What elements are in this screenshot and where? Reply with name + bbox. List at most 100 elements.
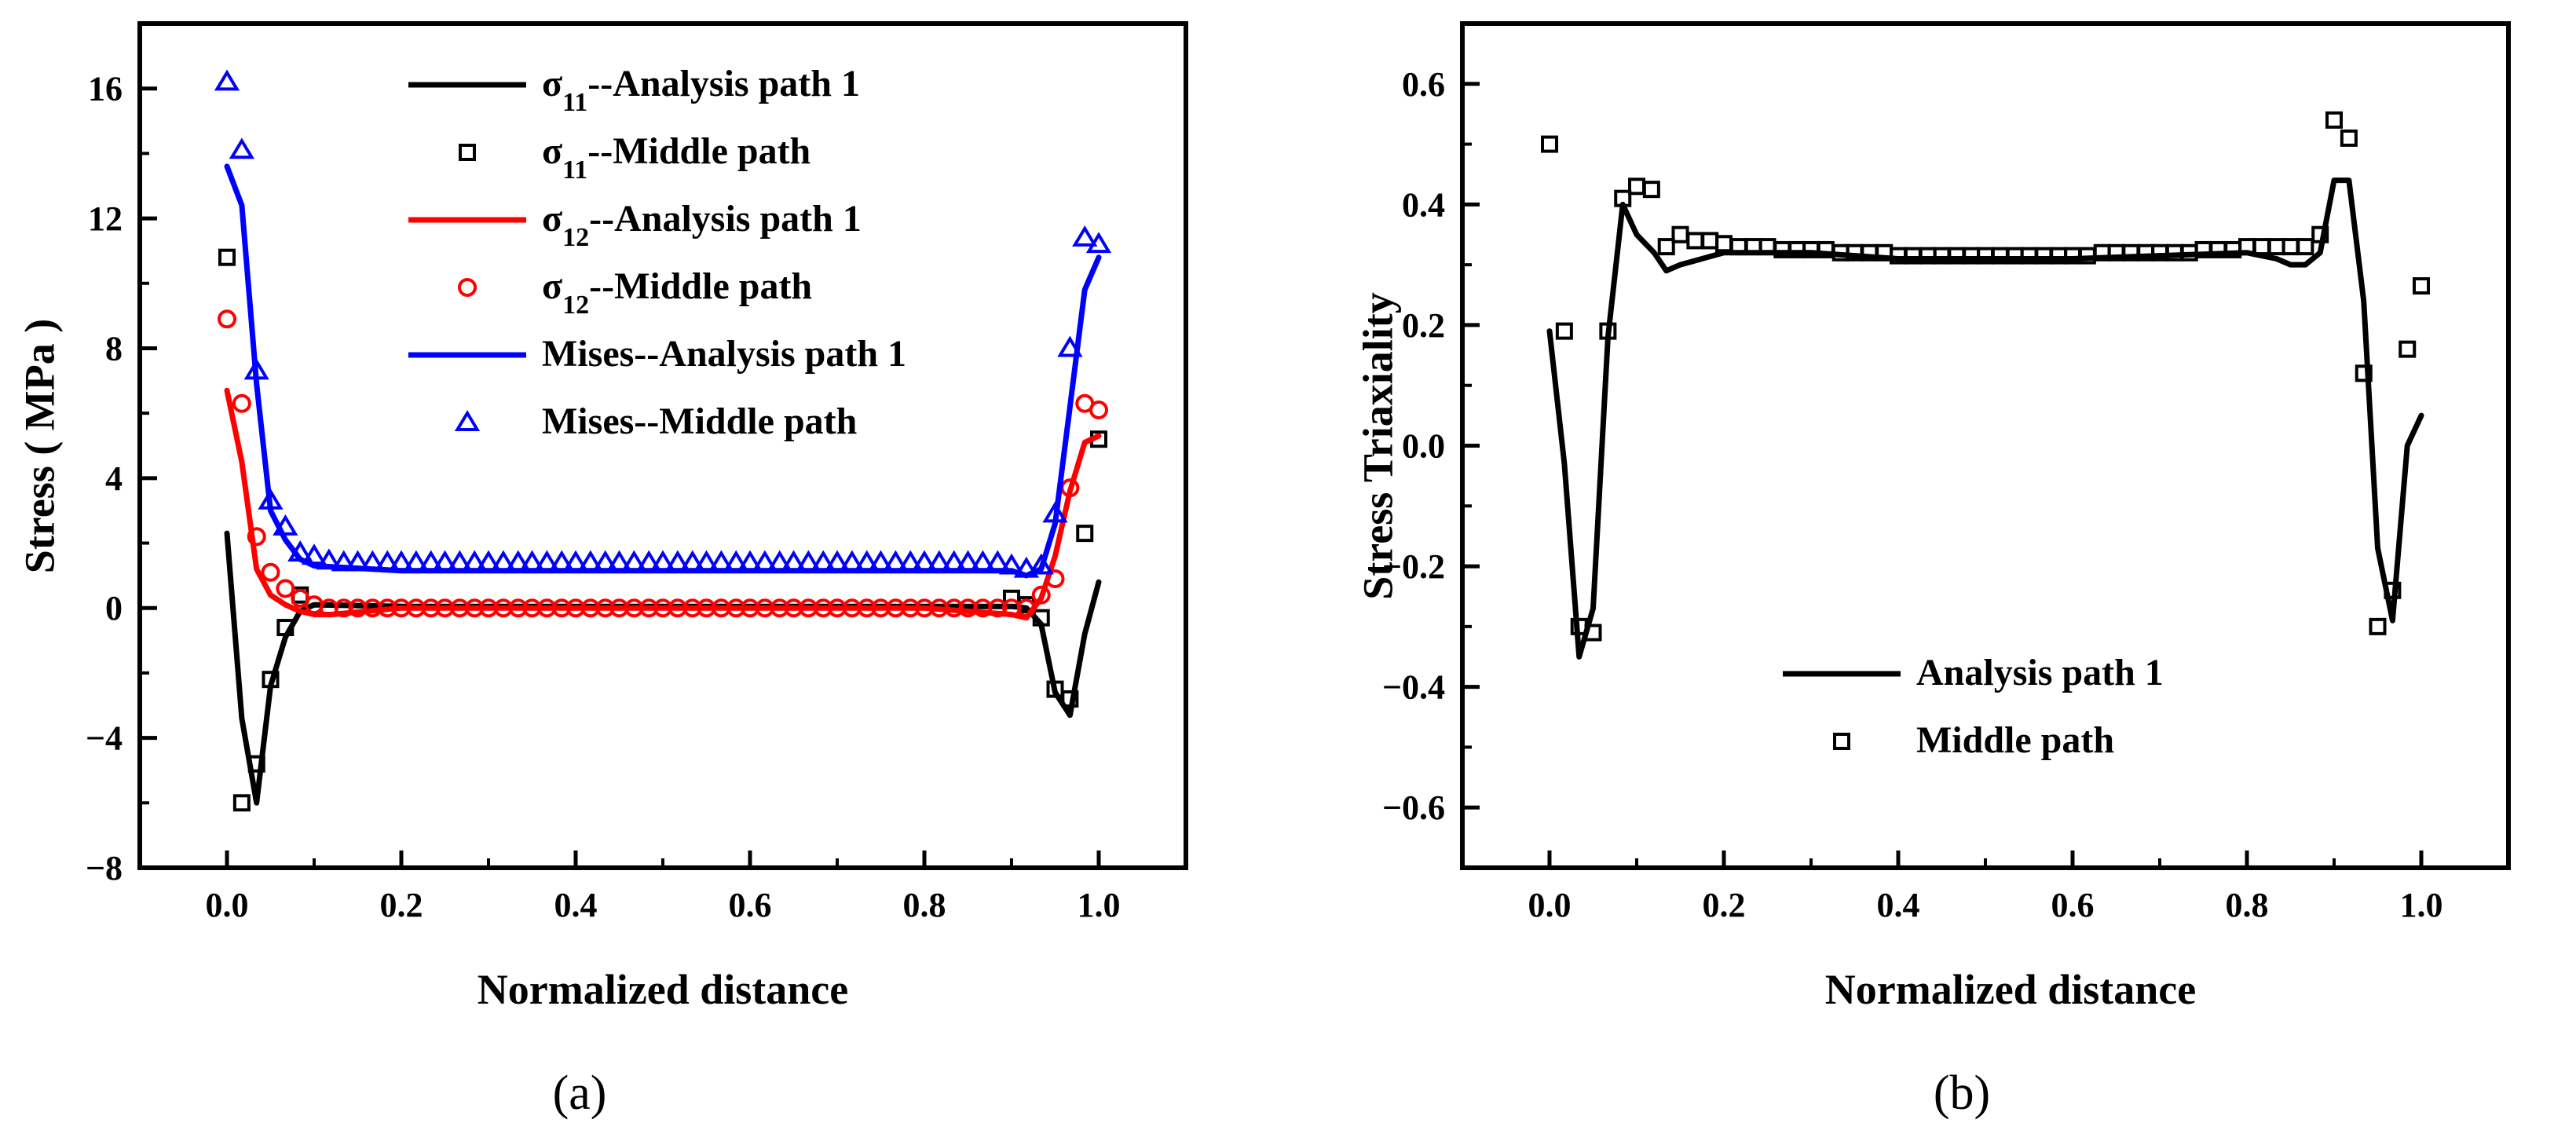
panel-a-series-3-point-47	[901, 598, 920, 618]
panel-a-series-1-point-0	[218, 248, 236, 266]
panel-a-series-3-point-26	[595, 598, 615, 618]
panel-a-series-5-point-32	[679, 550, 705, 572]
panel-a-legend-label-3-main: σ	[542, 265, 562, 307]
panel-a-series-5-point-3	[258, 488, 284, 510]
panel-a-series-5-point-12	[388, 550, 415, 572]
panel-a-y-tick-label-2: 0	[105, 589, 123, 627]
panel-a-series-5-point-35	[723, 550, 749, 572]
panel-a-legend-label-3-sub: 12	[562, 291, 589, 320]
panel-a-legend-label-2-rest: --Analysis path 1	[589, 198, 862, 240]
panel-a-series-5-point-47	[898, 550, 924, 572]
panel-a-series-5-point-11	[375, 550, 401, 572]
panel-b-x-tick-label-4: 0.8	[2226, 886, 2269, 924]
panel-a-series-5-point-55	[1013, 556, 1040, 578]
panel-a-series-3-point-0	[218, 309, 236, 329]
panel-b-series-1-point-0	[1541, 135, 1558, 153]
panel-a-series	[214, 69, 1112, 812]
panel-a-series-5-point-54	[998, 553, 1025, 575]
panel-a-series-5-point-30	[649, 550, 676, 572]
panel-b-series-1-point-56	[2355, 364, 2373, 382]
panel-b-y-tick-label-3: 0.0	[1402, 427, 1445, 466]
panel-a-series-5-point-17	[462, 550, 488, 572]
panel-b-x-tick-label-5: 1.0	[2400, 886, 2443, 924]
panel-b-y-tick-label-0: −0.6	[1382, 788, 1445, 827]
panel-a-series-5-point-23	[549, 550, 575, 572]
panel-a-series-3-point-2	[247, 527, 266, 547]
panel-a-series-5-point-8	[331, 550, 357, 572]
panel-a-series-5-point-13	[403, 550, 430, 572]
panel-a-series-5-point-33	[693, 550, 719, 572]
panel-a-series-5-point-4	[273, 514, 298, 536]
panel-a-series-5-point-51	[955, 550, 981, 572]
panel-b-x-tick-label-2: 0.4	[1877, 886, 1920, 924]
panel-a-legend-label-4: Mises--Analysis path 1	[542, 333, 906, 375]
panel-a-series-5-point-37	[752, 550, 778, 572]
panel-a-series-3-point-11	[378, 598, 397, 618]
panel-b-legend-swatch-1	[1833, 733, 1850, 750]
panel-a-series-3-point-17	[465, 598, 485, 618]
panel-b-series-1-point-1	[1555, 322, 1573, 340]
panel-a-series-5-point-56	[1028, 553, 1054, 575]
panel-b-series-1-point-8	[1657, 238, 1675, 256]
panel-b-x-tick-label-3: 0.6	[2051, 886, 2095, 924]
panel-b-y-tick-label-4: 0.2	[1402, 306, 1445, 345]
panel-b-series-1-point-3	[1584, 624, 1602, 642]
panel-b-y-tick-label-2: −0.2	[1382, 547, 1445, 586]
panel-a-series-5-point-38	[767, 550, 792, 572]
panel-a-series-5-point-24	[562, 550, 589, 572]
panel-a-series-5-point-44	[854, 550, 880, 572]
panel-a-series-3-point-29	[639, 598, 659, 618]
panel-a-series-3-point-50	[944, 598, 964, 618]
panel-a-series-5-point-18	[475, 550, 502, 572]
panel-b-series-0-line	[1546, 177, 2424, 660]
panel-a-x-tick-label-1: 0.2	[380, 886, 423, 924]
panel-a-plot-frame	[137, 21, 1188, 870]
panel-a-series-3-point-57	[1045, 569, 1065, 589]
panel-a-series-3-point-14	[421, 598, 441, 618]
panel-a-series-3-point-53	[988, 598, 1008, 618]
panel-a-series-5-point-50	[941, 550, 967, 572]
panel-a-y-axis-label: Stress ( MPa )	[16, 319, 63, 573]
panel-a-series-5-point-19	[490, 550, 517, 572]
panel-b-series-1-point-58	[2384, 581, 2402, 599]
panel-b-x-tick-label-1: 0.2	[1703, 886, 1746, 924]
panel-b-legend-label-0: Analysis path 1	[1916, 652, 2164, 693]
panel-b-caption: (b)	[1934, 1066, 1990, 1120]
panel-a-series-5-point-0	[214, 69, 240, 91]
panel-a-legend-label-3-rest: --Middle path	[589, 265, 812, 307]
panel-a-series-5-point-49	[926, 550, 953, 572]
panel-a-series-5-point-57	[1042, 501, 1068, 523]
panel-a-series-5-point-14	[418, 550, 444, 572]
panel-b-legend: Analysis path 1 Middle path	[1783, 652, 2164, 761]
panel-a-series-1-point-11	[1076, 525, 1094, 543]
panel-a-x-tick-label-3: 0.6	[729, 886, 772, 924]
panel-b-y-tick-label-1: −0.4	[1382, 668, 1445, 707]
panel-a-series-3-point-38	[770, 598, 789, 618]
panel-a-series-1-point-3	[262, 671, 280, 689]
panel-a-series-5-point-9	[345, 550, 371, 572]
panel-a-series-3-point-32	[682, 598, 702, 618]
panel-a-series-5-point-6	[301, 543, 327, 565]
panel-b-series-1-point-5	[1614, 189, 1632, 207]
panel-a-series-3-point-41	[814, 598, 833, 618]
panel-a-legend-swatch-5	[454, 410, 481, 431]
panel-a-x-tick-label-0: 0.0	[206, 886, 249, 924]
panel-a-series-1-point-9	[1046, 680, 1064, 698]
panel-a-tick-labels: 0.0 0.2 0.4 0.6 0.8 1.0 −8 −4 0 4 8 12 16	[86, 70, 1121, 924]
panel-a-legend-label-1-rest: --Middle path	[587, 130, 810, 172]
panel-a-x-axis-label: Normalized distance	[478, 966, 848, 1013]
panel-a-legend-label-0-sub: 11	[562, 88, 587, 117]
panel-a-series-5-point-42	[824, 550, 851, 572]
panel-b-series-1-point-54	[2325, 111, 2343, 129]
panel-a-series-3-point-23	[552, 598, 572, 618]
panel-b-legend-label-1-main: Middle path	[1916, 719, 2114, 761]
panel-b-series-1-point-52	[2296, 238, 2314, 256]
panel-b-y-axis-label: Stress Triaxiality	[1354, 292, 1401, 600]
panel-a-series-5-point-1	[229, 137, 255, 159]
panel-b-series-1-point-4	[1599, 322, 1617, 340]
panel-a-series-5-point-53	[985, 550, 1011, 572]
panel-b-plot-frame	[1460, 21, 2511, 870]
